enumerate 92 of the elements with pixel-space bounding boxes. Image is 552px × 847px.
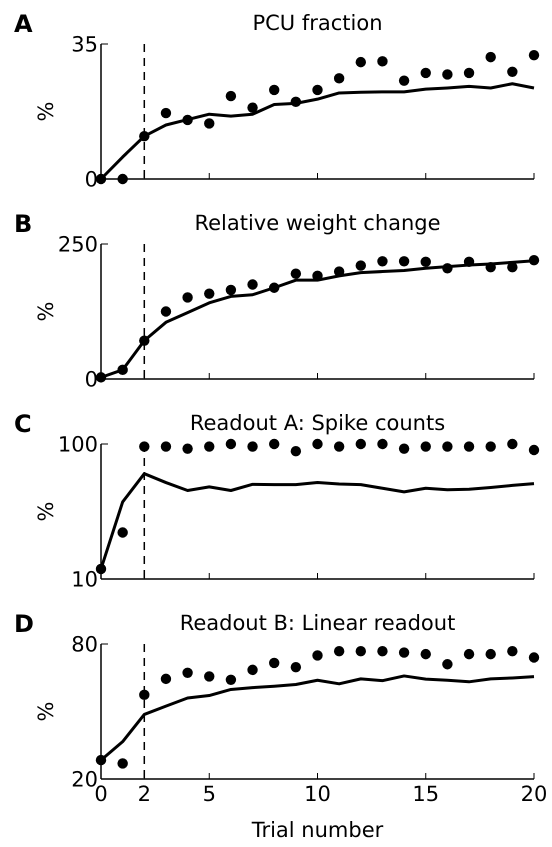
chart-title: Readout A: Spike counts — [190, 411, 446, 435]
point — [420, 648, 431, 660]
point — [464, 648, 474, 660]
point — [247, 441, 258, 452]
point — [160, 108, 172, 118]
point — [139, 441, 150, 452]
chart-title: Relative weight change — [194, 211, 441, 235]
point — [160, 441, 172, 452]
point — [312, 650, 323, 661]
point — [398, 647, 410, 658]
y-tick-label: 0 — [84, 367, 98, 392]
point — [356, 438, 366, 450]
point — [334, 73, 344, 84]
point — [269, 84, 280, 96]
point — [290, 268, 302, 279]
point — [226, 674, 236, 685]
point — [334, 646, 344, 656]
point — [290, 662, 302, 672]
point — [226, 90, 236, 102]
point — [377, 646, 388, 656]
point — [160, 306, 172, 317]
point — [356, 260, 366, 271]
point — [528, 50, 540, 60]
y-tick-label: 80 — [71, 632, 98, 656]
point — [182, 292, 193, 303]
point — [486, 648, 496, 660]
point — [247, 279, 258, 290]
point — [398, 256, 410, 266]
point — [442, 69, 453, 80]
y-tick-label: 35 — [71, 32, 98, 56]
point — [182, 443, 193, 454]
point — [204, 288, 214, 299]
point — [442, 441, 453, 452]
point — [204, 118, 214, 129]
point — [226, 438, 236, 450]
point — [486, 52, 496, 62]
point — [528, 652, 540, 663]
point — [182, 668, 193, 678]
point — [420, 441, 431, 452]
point — [117, 527, 128, 538]
point — [442, 659, 453, 670]
point — [226, 284, 236, 296]
text: D — [14, 610, 34, 638]
point — [290, 446, 302, 456]
point — [398, 75, 410, 86]
point — [139, 690, 150, 700]
y-tick-label: 0 — [84, 167, 98, 192]
point — [486, 441, 496, 452]
point — [420, 68, 431, 78]
x-axis-title: Trial number — [250, 818, 384, 842]
x-tick-label: 15 — [412, 782, 440, 806]
point — [507, 438, 518, 450]
y-axis-title: % — [34, 702, 58, 722]
chart-title: Readout B: Linear readout — [180, 611, 456, 635]
x-tick-label: 2 — [138, 782, 151, 806]
text: A — [14, 10, 33, 38]
y-tick-label: 250 — [58, 232, 98, 256]
point — [117, 758, 128, 769]
point — [356, 646, 366, 656]
point — [420, 256, 431, 268]
point — [160, 674, 172, 684]
y-axis-title: % — [34, 102, 58, 122]
y-tick-label: 100 — [58, 432, 98, 456]
point — [377, 56, 388, 67]
point — [247, 102, 258, 113]
point — [377, 438, 388, 450]
point — [312, 84, 323, 96]
point — [377, 256, 388, 266]
point — [464, 68, 474, 78]
x-tick-label: 5 — [202, 782, 216, 806]
x-tick-label: 20 — [520, 782, 548, 806]
point — [312, 438, 323, 450]
chart-title: PCU fraction — [252, 11, 383, 35]
point — [204, 441, 214, 452]
point — [117, 174, 128, 184]
x-tick-label: 10 — [304, 782, 331, 806]
text: B — [14, 210, 32, 238]
y-axis-title: % — [34, 302, 58, 322]
y-axis-title: % — [34, 502, 58, 522]
point — [507, 646, 518, 656]
point — [464, 441, 474, 452]
point — [204, 671, 214, 682]
text: C — [14, 410, 32, 438]
point — [528, 444, 540, 456]
point — [334, 441, 344, 452]
point — [507, 66, 518, 77]
point — [247, 664, 258, 676]
point — [356, 56, 366, 68]
point — [269, 658, 280, 668]
point — [269, 438, 280, 450]
y-tick-label: 10 — [71, 567, 98, 592]
point — [398, 443, 410, 454]
